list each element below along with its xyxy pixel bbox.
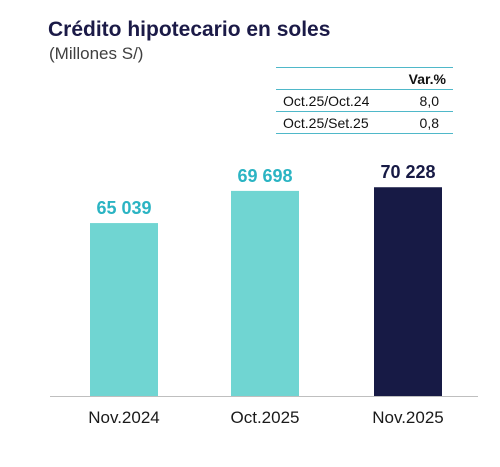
- chart-subtitle: (Millones S/): [49, 44, 144, 63]
- bar-oct-2025: [231, 190, 299, 396]
- bar-value-label: 65 039: [96, 198, 151, 218]
- bar-value-label: 70 228: [380, 162, 435, 182]
- variation-row-value: 0,8: [406, 111, 453, 134]
- variation-row: Oct.25/Oct.24 8,0: [276, 89, 453, 112]
- variation-table-header-row: Var.%: [276, 67, 453, 90]
- bar-value-label: 69 698: [237, 166, 292, 186]
- variation-row-value: 8,0: [406, 89, 453, 112]
- variation-table-header: Var.%: [276, 67, 453, 90]
- variation-row-label: Oct.25/Oct.24: [276, 89, 407, 112]
- x-tick-label: Nov.2024: [88, 408, 160, 427]
- bar-nov-2025: [374, 187, 442, 396]
- variation-table: Var.% Oct.25/Oct.24 8,0 Oct.25/Set.25 0,…: [276, 67, 453, 134]
- variation-row-label: Oct.25/Set.25: [276, 111, 407, 134]
- x-tick-label: Nov.2025: [372, 408, 444, 427]
- chart-title: Crédito hipotecario en soles: [48, 18, 331, 41]
- bar-nov-2024: [90, 223, 158, 396]
- variation-row: Oct.25/Set.25 0,8: [276, 111, 453, 134]
- x-tick-label: Oct.2025: [231, 408, 300, 427]
